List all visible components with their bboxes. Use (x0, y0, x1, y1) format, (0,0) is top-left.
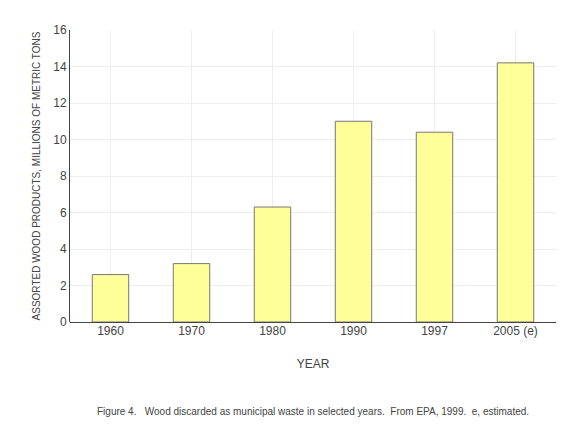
svg-text:2: 2 (60, 279, 67, 293)
svg-text:4: 4 (60, 242, 67, 256)
svg-text:1980: 1980 (259, 324, 286, 338)
svg-text:YEAR: YEAR (297, 357, 330, 371)
svg-text:Figure 4. Wood discarded as: Figure 4. Wood discarded as municipal wa… (97, 406, 529, 417)
svg-text:1960: 1960 (97, 324, 124, 338)
svg-text:6: 6 (60, 206, 67, 220)
svg-text:16: 16 (53, 23, 67, 37)
svg-text:1990: 1990 (340, 324, 367, 338)
svg-text:10: 10 (53, 133, 67, 147)
svg-text:14: 14 (53, 60, 67, 74)
svg-text:8: 8 (60, 169, 67, 183)
svg-text:1997: 1997 (421, 324, 448, 338)
svg-text:ASSORTED WOOD PRODUCTS, MILLIO: ASSORTED WOOD PRODUCTS, MILLIONS OF METR… (31, 31, 42, 320)
svg-text:0: 0 (60, 315, 67, 329)
svg-text:2005 (e): 2005 (e) (493, 324, 538, 338)
svg-text:1970: 1970 (178, 324, 205, 338)
svg-text:12: 12 (53, 96, 67, 110)
